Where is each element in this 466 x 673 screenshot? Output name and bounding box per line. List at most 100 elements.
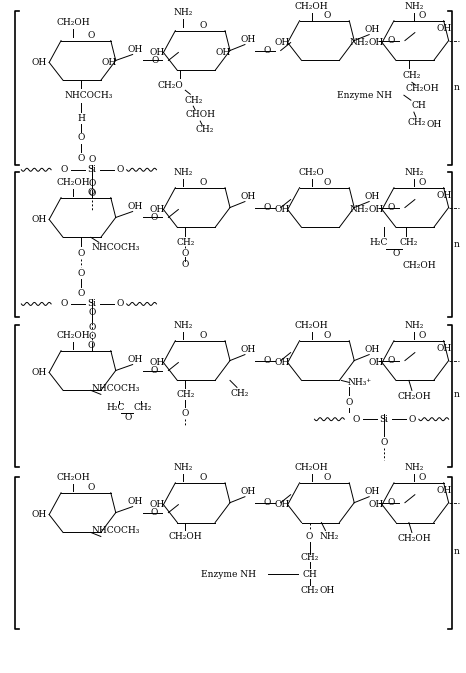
Text: CH₂: CH₂ bbox=[176, 238, 194, 247]
Text: O: O bbox=[306, 532, 313, 541]
Text: O: O bbox=[263, 203, 270, 212]
Text: OH: OH bbox=[215, 48, 231, 57]
Text: NH₂: NH₂ bbox=[404, 168, 424, 177]
Text: O: O bbox=[199, 331, 207, 341]
Text: CH₂: CH₂ bbox=[176, 390, 194, 399]
Text: O: O bbox=[263, 46, 270, 55]
Text: OH: OH bbox=[320, 586, 335, 595]
Text: H: H bbox=[77, 114, 85, 122]
Text: n: n bbox=[454, 547, 459, 556]
Text: NHCOCH₃: NHCOCH₃ bbox=[91, 384, 140, 393]
Text: CH₂O: CH₂O bbox=[158, 81, 183, 90]
Text: CH₂OH: CH₂OH bbox=[56, 331, 90, 341]
Text: O: O bbox=[387, 356, 395, 365]
Text: O: O bbox=[353, 415, 360, 424]
Text: O: O bbox=[418, 178, 425, 187]
Text: OH: OH bbox=[101, 58, 116, 67]
Text: O: O bbox=[263, 356, 270, 365]
Text: O: O bbox=[151, 213, 158, 222]
Text: OH: OH bbox=[32, 215, 47, 224]
Text: O: O bbox=[387, 498, 395, 507]
Text: O: O bbox=[87, 483, 95, 492]
Text: CH₂OH: CH₂OH bbox=[402, 260, 436, 270]
Text: OH: OH bbox=[150, 500, 165, 509]
Text: O: O bbox=[151, 366, 158, 375]
Text: CH: CH bbox=[411, 101, 426, 110]
Text: OH: OH bbox=[426, 120, 441, 129]
Text: CH₂OH: CH₂OH bbox=[405, 83, 439, 93]
Text: O: O bbox=[77, 249, 85, 258]
Text: O: O bbox=[116, 299, 123, 308]
Text: O: O bbox=[387, 36, 395, 45]
Text: OH: OH bbox=[128, 45, 143, 54]
Text: O: O bbox=[87, 341, 95, 350]
Text: H₂C: H₂C bbox=[107, 402, 125, 412]
Text: CH₂O: CH₂O bbox=[299, 168, 324, 177]
Text: CH₂OH: CH₂OH bbox=[169, 532, 202, 541]
Text: NH₂: NH₂ bbox=[174, 321, 193, 330]
Text: NH₂: NH₂ bbox=[174, 168, 193, 177]
Text: CH₂OH: CH₂OH bbox=[295, 2, 329, 11]
Text: CH₂: CH₂ bbox=[231, 389, 249, 398]
Text: O: O bbox=[324, 11, 331, 20]
Text: CH₂: CH₂ bbox=[184, 96, 202, 105]
Text: n: n bbox=[454, 83, 459, 92]
Text: OH: OH bbox=[274, 38, 289, 47]
Text: OH: OH bbox=[436, 344, 451, 353]
Text: OH: OH bbox=[364, 345, 380, 354]
Text: NH₂: NH₂ bbox=[174, 464, 193, 472]
Text: CHOH: CHOH bbox=[185, 110, 215, 118]
Text: O: O bbox=[77, 289, 85, 299]
Text: OH: OH bbox=[436, 191, 451, 200]
Text: Enzyme NH: Enzyme NH bbox=[200, 570, 255, 579]
Text: O: O bbox=[151, 508, 158, 517]
Text: OH: OH bbox=[369, 38, 384, 47]
Text: H₂C: H₂C bbox=[370, 238, 388, 247]
Text: NH₂: NH₂ bbox=[320, 532, 339, 541]
Text: OH: OH bbox=[369, 500, 384, 509]
Text: O: O bbox=[87, 31, 95, 40]
Text: CH₂OH: CH₂OH bbox=[56, 18, 90, 27]
Text: CH₂: CH₂ bbox=[300, 586, 319, 595]
Text: O: O bbox=[324, 331, 331, 341]
Text: O: O bbox=[182, 260, 189, 269]
Text: n: n bbox=[454, 390, 459, 399]
Text: O: O bbox=[87, 188, 95, 197]
Text: CH₂: CH₂ bbox=[133, 402, 152, 412]
Text: OH: OH bbox=[150, 205, 165, 214]
Text: NH₃⁺: NH₃⁺ bbox=[347, 378, 371, 387]
Text: OH: OH bbox=[436, 487, 451, 495]
Text: O: O bbox=[199, 21, 207, 30]
Text: OH: OH bbox=[32, 368, 47, 377]
Text: CH₂: CH₂ bbox=[300, 553, 319, 562]
Text: O: O bbox=[324, 178, 331, 187]
Text: O: O bbox=[387, 203, 395, 212]
Text: NH₂: NH₂ bbox=[404, 2, 424, 11]
Text: NH₂: NH₂ bbox=[404, 321, 424, 330]
Text: OH: OH bbox=[364, 25, 380, 34]
Text: NHCOCH₃: NHCOCH₃ bbox=[65, 91, 113, 100]
Text: OH: OH bbox=[150, 48, 165, 57]
Text: O: O bbox=[418, 11, 425, 20]
Text: Si: Si bbox=[88, 166, 96, 174]
Text: O: O bbox=[88, 189, 96, 198]
Text: OH: OH bbox=[240, 35, 255, 44]
Text: NH₂: NH₂ bbox=[350, 38, 369, 47]
Text: O: O bbox=[182, 409, 189, 418]
Text: O: O bbox=[116, 166, 123, 174]
Text: OH: OH bbox=[240, 345, 255, 354]
Text: CH: CH bbox=[302, 570, 317, 579]
Text: O: O bbox=[77, 154, 85, 164]
Text: OH: OH bbox=[364, 487, 380, 496]
Text: n: n bbox=[454, 240, 459, 249]
Text: OH: OH bbox=[128, 355, 143, 364]
Text: O: O bbox=[88, 308, 96, 318]
Text: NH₂: NH₂ bbox=[404, 464, 424, 472]
Text: O: O bbox=[61, 166, 68, 174]
Text: CH₂: CH₂ bbox=[408, 118, 426, 127]
Text: OH: OH bbox=[369, 205, 384, 214]
Text: OH: OH bbox=[369, 358, 384, 367]
Text: CH₂OH: CH₂OH bbox=[295, 321, 329, 330]
Text: CH₂OH: CH₂OH bbox=[56, 473, 90, 483]
Text: OH: OH bbox=[364, 192, 380, 201]
